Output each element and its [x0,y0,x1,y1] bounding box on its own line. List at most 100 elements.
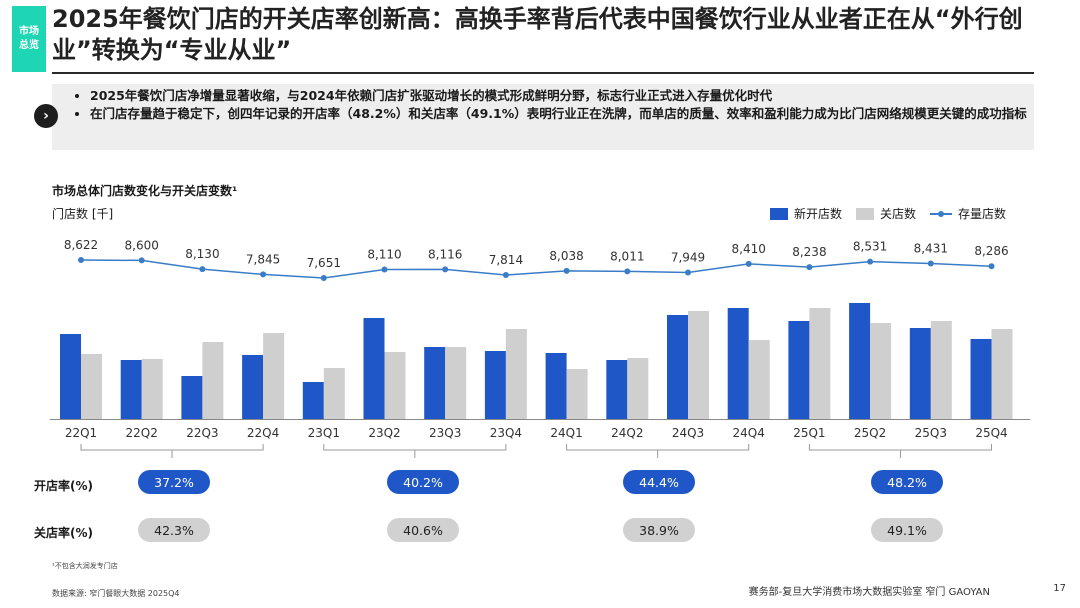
x-tick-label: 23Q3 [429,426,461,440]
x-tick-label: 25Q4 [975,426,1007,440]
y-axis-label: 门店数 [千] [52,207,114,221]
stock-label: 8,431 [914,242,948,256]
stock-point [745,260,752,267]
stock-point [806,264,813,271]
stock-point [260,271,267,278]
open-rate-label: 开店率(%) [34,479,93,493]
stock-point [381,266,388,273]
x-tick-label: 24Q1 [550,426,582,440]
bar-open [60,334,81,419]
key-point: 在门店存量趋于稳定下，创四年记录的开店率（48.2%）和关店率（49.1%）表明… [90,105,1034,123]
stock-point [138,257,145,264]
credit: 赛务部-复旦大学消费市场大数据实验室 窄门 GAOYAN [748,587,990,598]
stock-label: 8,130 [185,247,219,261]
x-tick-label: 25Q3 [915,426,947,440]
year-bracket [80,444,264,458]
stock-point [502,271,509,278]
stock-label: 8,038 [549,249,583,263]
year-bracket [323,444,507,458]
footnote: ¹不包含大润发专门店 [52,562,118,570]
bar-close [384,352,406,419]
bar-close [991,329,1013,419]
bar-open [727,308,749,419]
bar-close [81,354,102,419]
stock-label: 8,238 [792,245,826,259]
stock-point [685,269,691,276]
close-rate-2022: 42.3% [138,518,210,542]
stock-point [624,268,631,275]
close-rate-label: 关店率(%) [34,526,93,540]
open-rate-2022: 37.2% [138,470,210,494]
open-rate-2024: 44.4% [623,470,695,494]
bar-open [970,339,992,419]
bar-close [809,308,831,419]
stock-label: 8,110 [367,247,401,261]
bar-close [688,311,709,419]
page-number: 17 [1053,583,1066,594]
bar-open [181,376,203,419]
bar-open [909,328,931,419]
chevron-right-icon: › [34,104,58,128]
data-source: 数据来源: 窄门餐眼大数据 2025Q4 [52,589,180,598]
x-tick-label: 23Q4 [490,426,522,440]
bar-close [202,342,224,419]
stock-point [927,260,934,267]
x-tick-label: 25Q1 [793,426,825,440]
bar-open [242,355,264,419]
bar-close [141,359,163,419]
stock-point [442,266,449,273]
stock-point [78,257,84,263]
bar-close [263,333,285,419]
stock-label: 8,410 [732,242,766,256]
bar-open [363,318,385,419]
stock-label: 8,531 [853,240,887,254]
close-rate-2023: 40.6% [387,518,459,542]
stock-label: 8,600 [125,238,159,252]
legend-item-stock: 存量店数 [930,205,1006,222]
year-bracket [566,444,750,458]
year-bracket [808,444,992,458]
section-tag: 市场总览 [12,6,46,72]
bar-open [667,315,688,419]
open-rate-2025: 48.2% [871,470,943,494]
close-rate-2025: 49.1% [871,518,943,542]
x-tick-label: 24Q2 [611,426,643,440]
x-tick-label: 23Q2 [368,426,400,440]
bar-close [748,340,770,419]
bar-close [505,329,527,419]
close-rate-2024: 38.9% [623,518,695,542]
bar-open [120,360,142,419]
bar-open [302,382,324,419]
x-tick-label: 22Q1 [65,426,97,440]
bar-close [870,323,892,419]
x-tick-label: 22Q3 [186,426,218,440]
stock-point [563,267,570,274]
open-rate-2023: 40.2% [387,470,459,494]
stock-point [988,263,995,270]
x-tick-label: 22Q2 [126,426,158,440]
bar-open [424,347,446,419]
stock-point [199,266,206,273]
bar-close [445,347,467,419]
bar-open [849,303,871,419]
legend-item-close: 关店数 [856,205,916,222]
stock-label: 8,286 [974,244,1008,258]
page-title: 2025年餐饮门店的开关店率创新高：高换手率背后代表中国餐饮行业从业者正在从“外… [52,5,1023,64]
bar-close [323,368,345,419]
x-tick-label: 24Q4 [733,426,765,440]
stock-label: 7,845 [246,252,280,266]
bar-close [566,369,588,419]
bar-open [484,351,506,419]
x-tick-label: 22Q4 [247,426,279,440]
chart-legend: 新开店数 关店数 存量店数 [770,205,1006,222]
bar-open [788,321,810,419]
bar-open [545,353,567,419]
chart-title: 市场总体门店数变化与开关店变数¹ [52,184,238,198]
key-point: 2025年餐饮门店净增量显著收缩，与2024年依赖门店扩张驱动增长的模式形成鲜明… [90,87,1034,105]
stock-label: 7,651 [307,256,341,270]
stock-point [867,258,874,265]
stock-label: 8,622 [64,238,98,252]
title-divider [52,72,1034,74]
stock-line [80,259,992,279]
